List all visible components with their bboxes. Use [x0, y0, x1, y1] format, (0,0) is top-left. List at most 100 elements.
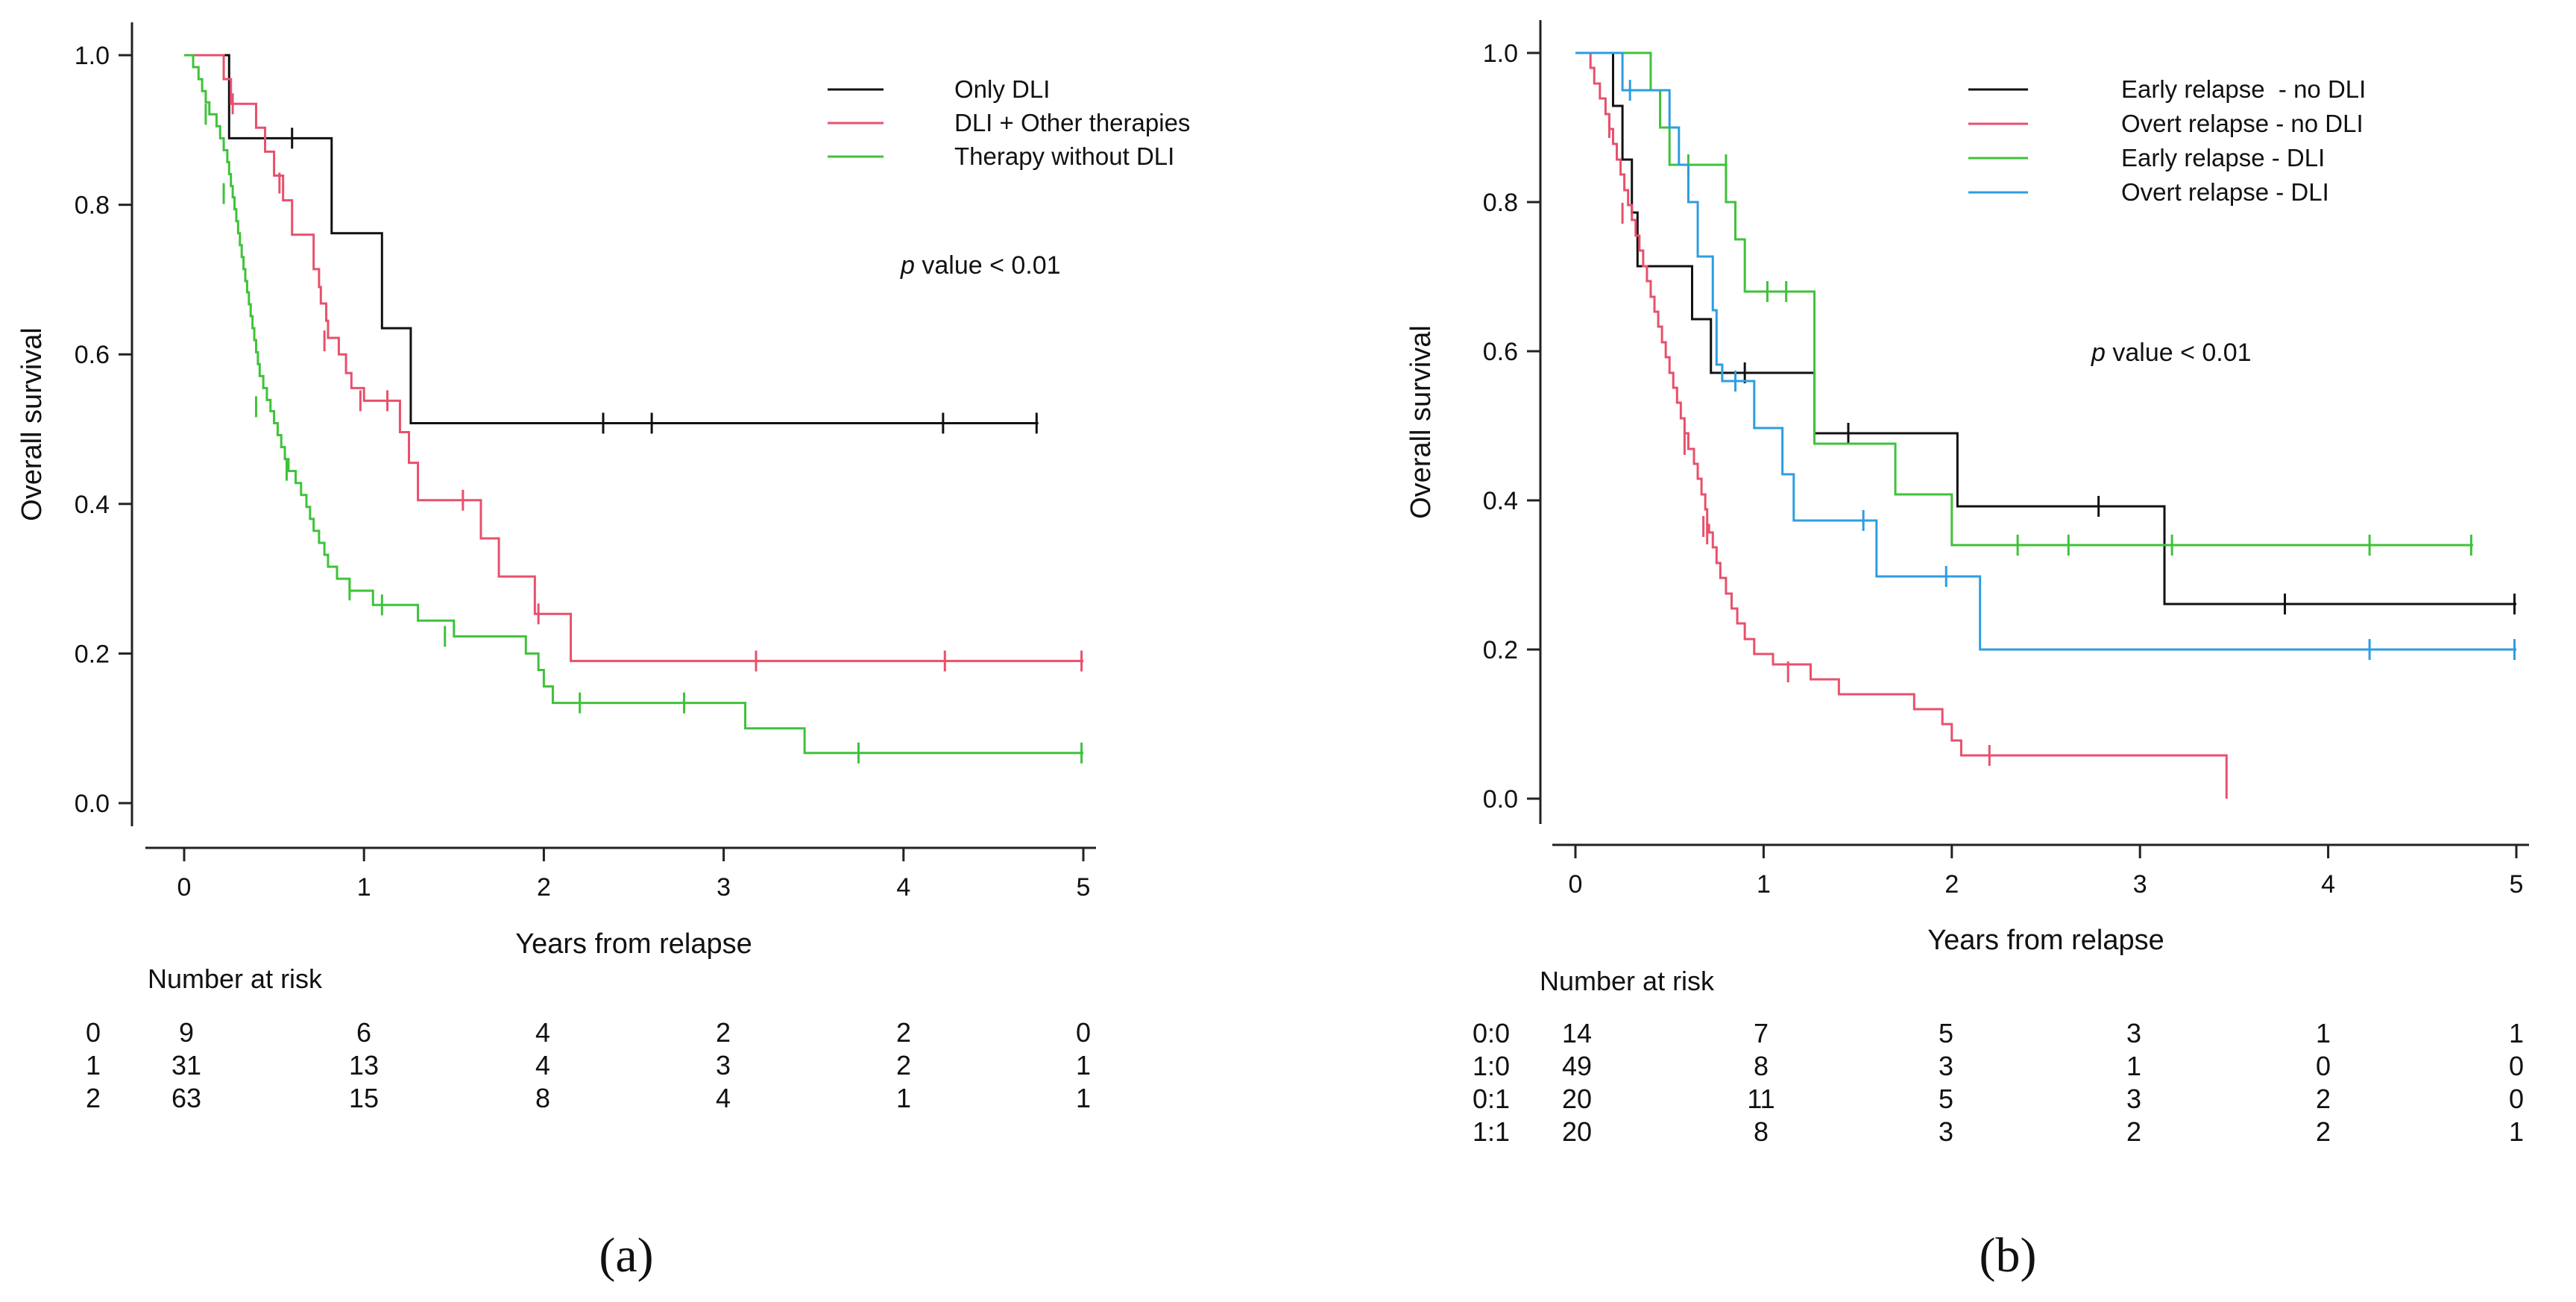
risk-value: 3 [1939, 1051, 1953, 1081]
p-value-text: value < 0.01 [2106, 339, 2252, 367]
risk-value: 20 [1562, 1116, 1592, 1147]
x-tick-label: 1 [357, 873, 371, 902]
risk-value: 3 [2126, 1084, 2141, 1114]
p-value-italic: p [900, 251, 915, 280]
p-value-italic: p [2091, 339, 2106, 367]
risk-value: 7 [1754, 1018, 1769, 1048]
risk-value: 3 [716, 1050, 731, 1081]
km-curve-2 [1575, 51, 2228, 799]
panel-label-b: (b) [1980, 1228, 2037, 1283]
y-axis-label: Overall survival [16, 327, 48, 521]
risk-table-title: Number at risk [1540, 966, 1715, 996]
risk-value: 63 [171, 1083, 201, 1113]
x-tick-label: 2 [1944, 870, 1959, 899]
risk-value: 3 [2126, 1018, 2141, 1048]
risk-value: 0 [2509, 1084, 2524, 1114]
x-tick-label: 3 [2133, 870, 2147, 899]
risk-value: 1 [2126, 1051, 2141, 1081]
risk-value: 13 [349, 1050, 379, 1081]
risk-value: 6 [356, 1017, 371, 1048]
risk-row-label: 0 [86, 1017, 101, 1048]
y-tick-label: 0.2 [1483, 636, 1518, 664]
risk-value: 8 [1754, 1051, 1769, 1081]
risk-value: 49 [1562, 1051, 1592, 1081]
x-tick-label: 5 [2510, 870, 2524, 899]
legend-label-1: Only DLI [954, 75, 1050, 103]
y-tick-label: 0.8 [1483, 189, 1518, 217]
km-curve-3 [184, 54, 1083, 755]
x-tick-label: 4 [896, 873, 910, 902]
y-tick-label: 0.0 [75, 790, 110, 818]
y-tick-label: 1.0 [1483, 40, 1518, 68]
risk-value: 5 [1939, 1084, 1953, 1114]
risk-value: 2 [716, 1017, 731, 1048]
risk-value: 0 [2509, 1051, 2524, 1081]
risk-value: 4 [535, 1050, 550, 1081]
risk-value: 3 [1939, 1116, 1953, 1147]
risk-row-label: 2 [86, 1083, 101, 1113]
risk-row-label: 1:1 [1473, 1116, 1510, 1147]
risk-value: 15 [349, 1083, 379, 1113]
risk-value: 5 [1939, 1018, 1953, 1048]
y-tick-label: 0.6 [1483, 338, 1518, 366]
legend-label-3: Therapy without DLI [954, 142, 1174, 170]
risk-value: 1 [1076, 1050, 1091, 1081]
risk-table-title: Number at risk [148, 963, 323, 994]
km-curve-3 [1575, 51, 2473, 547]
y-axis-label: Overall survival [1405, 325, 1437, 519]
risk-value: 4 [716, 1083, 731, 1113]
risk-row-label: 1 [86, 1050, 101, 1081]
x-tick-label: 0 [1569, 870, 1583, 899]
x-tick-label: 1 [1757, 870, 1771, 899]
risk-value: 2 [896, 1050, 911, 1081]
x-axis-label: Years from relapse [515, 928, 752, 960]
risk-row-label: 1:0 [1473, 1051, 1510, 1081]
y-tick-label: 0.4 [75, 491, 110, 519]
y-tick-label: 0.2 [75, 640, 110, 668]
risk-value: 2 [896, 1017, 911, 1048]
p-value-annotation: p value < 0.01 [900, 251, 1061, 280]
x-tick-label: 0 [177, 873, 192, 902]
risk-value: 31 [171, 1050, 201, 1081]
x-tick-label: 5 [1077, 873, 1091, 902]
x-axis-label: Years from relapse [1927, 925, 2164, 956]
risk-row-label: 0:0 [1473, 1018, 1510, 1048]
risk-value: 2 [2316, 1116, 2331, 1147]
risk-value: 8 [1754, 1116, 1769, 1147]
x-tick-label: 2 [537, 873, 551, 902]
risk-value: 2 [2126, 1116, 2141, 1147]
km-curve-1 [1575, 51, 2516, 606]
y-tick-label: 1.0 [75, 42, 110, 70]
risk-value: 1 [2509, 1018, 2524, 1048]
risk-value: 0 [2316, 1051, 2331, 1081]
risk-value: 14 [1562, 1018, 1592, 1048]
risk-value: 11 [1747, 1084, 1774, 1114]
risk-value: 9 [179, 1017, 194, 1048]
legend-label-2: Overt relapse - no DLI [2121, 110, 2364, 137]
risk-value: 8 [535, 1083, 550, 1113]
y-tick-label: 0.6 [75, 341, 110, 369]
risk-value: 2 [2316, 1084, 2331, 1114]
risk-value: 4 [535, 1017, 550, 1048]
risk-value: 1 [1076, 1083, 1091, 1113]
p-value-annotation: p value < 0.01 [2091, 339, 2252, 367]
km-curve-2 [184, 54, 1083, 662]
p-value-text: value < 0.01 [915, 251, 1061, 280]
risk-value: 0 [1076, 1017, 1091, 1048]
risk-value: 1 [896, 1083, 911, 1113]
y-tick-label: 0.8 [75, 192, 110, 220]
legend-label-2: DLI + Other therapies [954, 109, 1190, 136]
risk-value: 1 [2509, 1116, 2524, 1147]
risk-row-label: 0:1 [1473, 1084, 1510, 1114]
legend-label-4: Overt relapse - DLI [2121, 178, 2329, 206]
panel-label-a: (a) [599, 1228, 653, 1283]
risk-value: 20 [1562, 1084, 1592, 1114]
legend-label-3: Early relapse - DLI [2121, 144, 2325, 172]
y-tick-label: 0.0 [1483, 785, 1518, 814]
km-curve-1 [184, 54, 1039, 424]
x-tick-label: 3 [717, 873, 731, 902]
